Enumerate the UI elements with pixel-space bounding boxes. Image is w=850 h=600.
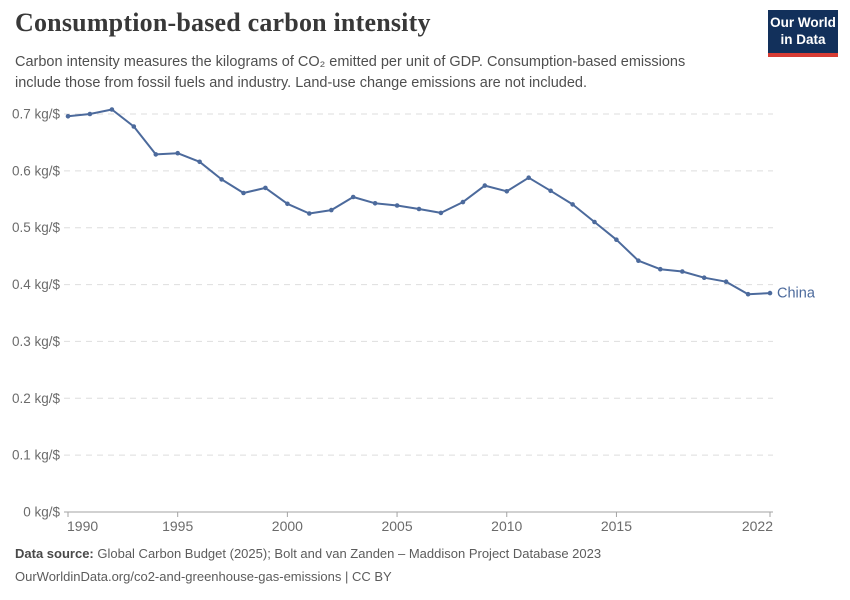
owid-logo-line1: Our World xyxy=(770,15,836,30)
data-point[interactable] xyxy=(197,159,202,165)
data-point[interactable] xyxy=(87,111,93,117)
data-point[interactable] xyxy=(570,202,575,207)
y-tick-label: 0.2 kg/$ xyxy=(12,391,61,406)
data-point[interactable] xyxy=(285,201,290,207)
data-point[interactable] xyxy=(438,210,444,216)
data-point[interactable] xyxy=(219,177,224,182)
data-point[interactable] xyxy=(745,291,751,297)
data-point[interactable] xyxy=(350,194,356,200)
x-tick-label: 1995 xyxy=(162,518,193,534)
y-tick-label: 0 kg/$ xyxy=(23,505,60,520)
y-tick-label: 0.7 kg/$ xyxy=(12,107,61,122)
y-tick-label: 0.5 kg/$ xyxy=(12,220,61,235)
y-tick-label: 0.3 kg/$ xyxy=(12,334,61,349)
x-tick-label: 2022 xyxy=(742,518,773,534)
chart-subtitle: Carbon intensity measures the kilograms … xyxy=(15,54,686,92)
data-point[interactable] xyxy=(241,190,246,196)
data-point[interactable] xyxy=(153,152,159,157)
page-title: Consumption-based carbon intensity xyxy=(15,8,431,37)
data-point[interactable] xyxy=(131,124,137,129)
data-point[interactable] xyxy=(548,188,553,194)
data-point[interactable] xyxy=(592,219,597,225)
data-point[interactable] xyxy=(175,150,180,156)
attribution-line[interactable]: OurWorldinData.org/co2-and-greenhouse-ga… xyxy=(15,568,392,584)
data-source-label: Data source: xyxy=(15,546,94,561)
y-tick-label: 0.6 kg/$ xyxy=(12,163,61,178)
data-point[interactable] xyxy=(767,290,773,296)
data-point[interactable] xyxy=(416,206,422,212)
data-point[interactable] xyxy=(701,275,707,280)
data-point[interactable] xyxy=(504,189,510,194)
y-tick-label: 0.4 kg/$ xyxy=(12,277,61,292)
data-point[interactable] xyxy=(526,175,531,180)
x-tick-label: 2010 xyxy=(491,518,522,534)
owid-logo[interactable]: Our World in Data xyxy=(768,10,838,57)
data-point[interactable] xyxy=(263,185,268,191)
data-point[interactable] xyxy=(460,199,466,205)
x-tick-label: 2005 xyxy=(381,518,412,534)
data-point[interactable] xyxy=(636,258,641,263)
data-point[interactable] xyxy=(723,279,729,284)
data-source-text: Global Carbon Budget (2025); Bolt and va… xyxy=(93,546,602,561)
data-point[interactable] xyxy=(109,107,115,112)
x-tick-label: 2000 xyxy=(272,518,303,534)
data-point[interactable] xyxy=(394,203,400,208)
line-chart: 0 kg/$ 0.1 kg/$ 0.2 kg/$ 0.3 kg/$ 0.4 kg/$ 0.… xyxy=(0,100,850,545)
series-end-label[interactable]: China xyxy=(777,286,816,302)
data-point[interactable] xyxy=(658,266,663,272)
data-point[interactable] xyxy=(482,183,488,188)
x-tick-label: 2015 xyxy=(601,518,632,534)
chart-footer: Data source: Global Carbon Budget (2025)… xyxy=(15,543,601,589)
chart-canvas: 0 kg/$ 0.1 kg/$ 0.2 kg/$ 0.3 kg/$ 0.4 kg/$ 0.… xyxy=(12,107,816,535)
data-point[interactable] xyxy=(614,237,619,242)
data-source-line: Data source: Global Carbon Budget (2025)… xyxy=(15,543,601,566)
x-tick-label: 1990 xyxy=(67,518,98,534)
series-line-china[interactable] xyxy=(67,108,771,296)
owid-logo-line2: in Data xyxy=(780,31,826,47)
data-point[interactable] xyxy=(372,201,378,206)
data-point[interactable] xyxy=(307,211,312,216)
data-point[interactable] xyxy=(680,269,685,274)
y-tick-label: 0.1 kg/$ xyxy=(12,448,61,463)
data-point[interactable] xyxy=(329,207,334,213)
data-point[interactable] xyxy=(65,114,71,119)
